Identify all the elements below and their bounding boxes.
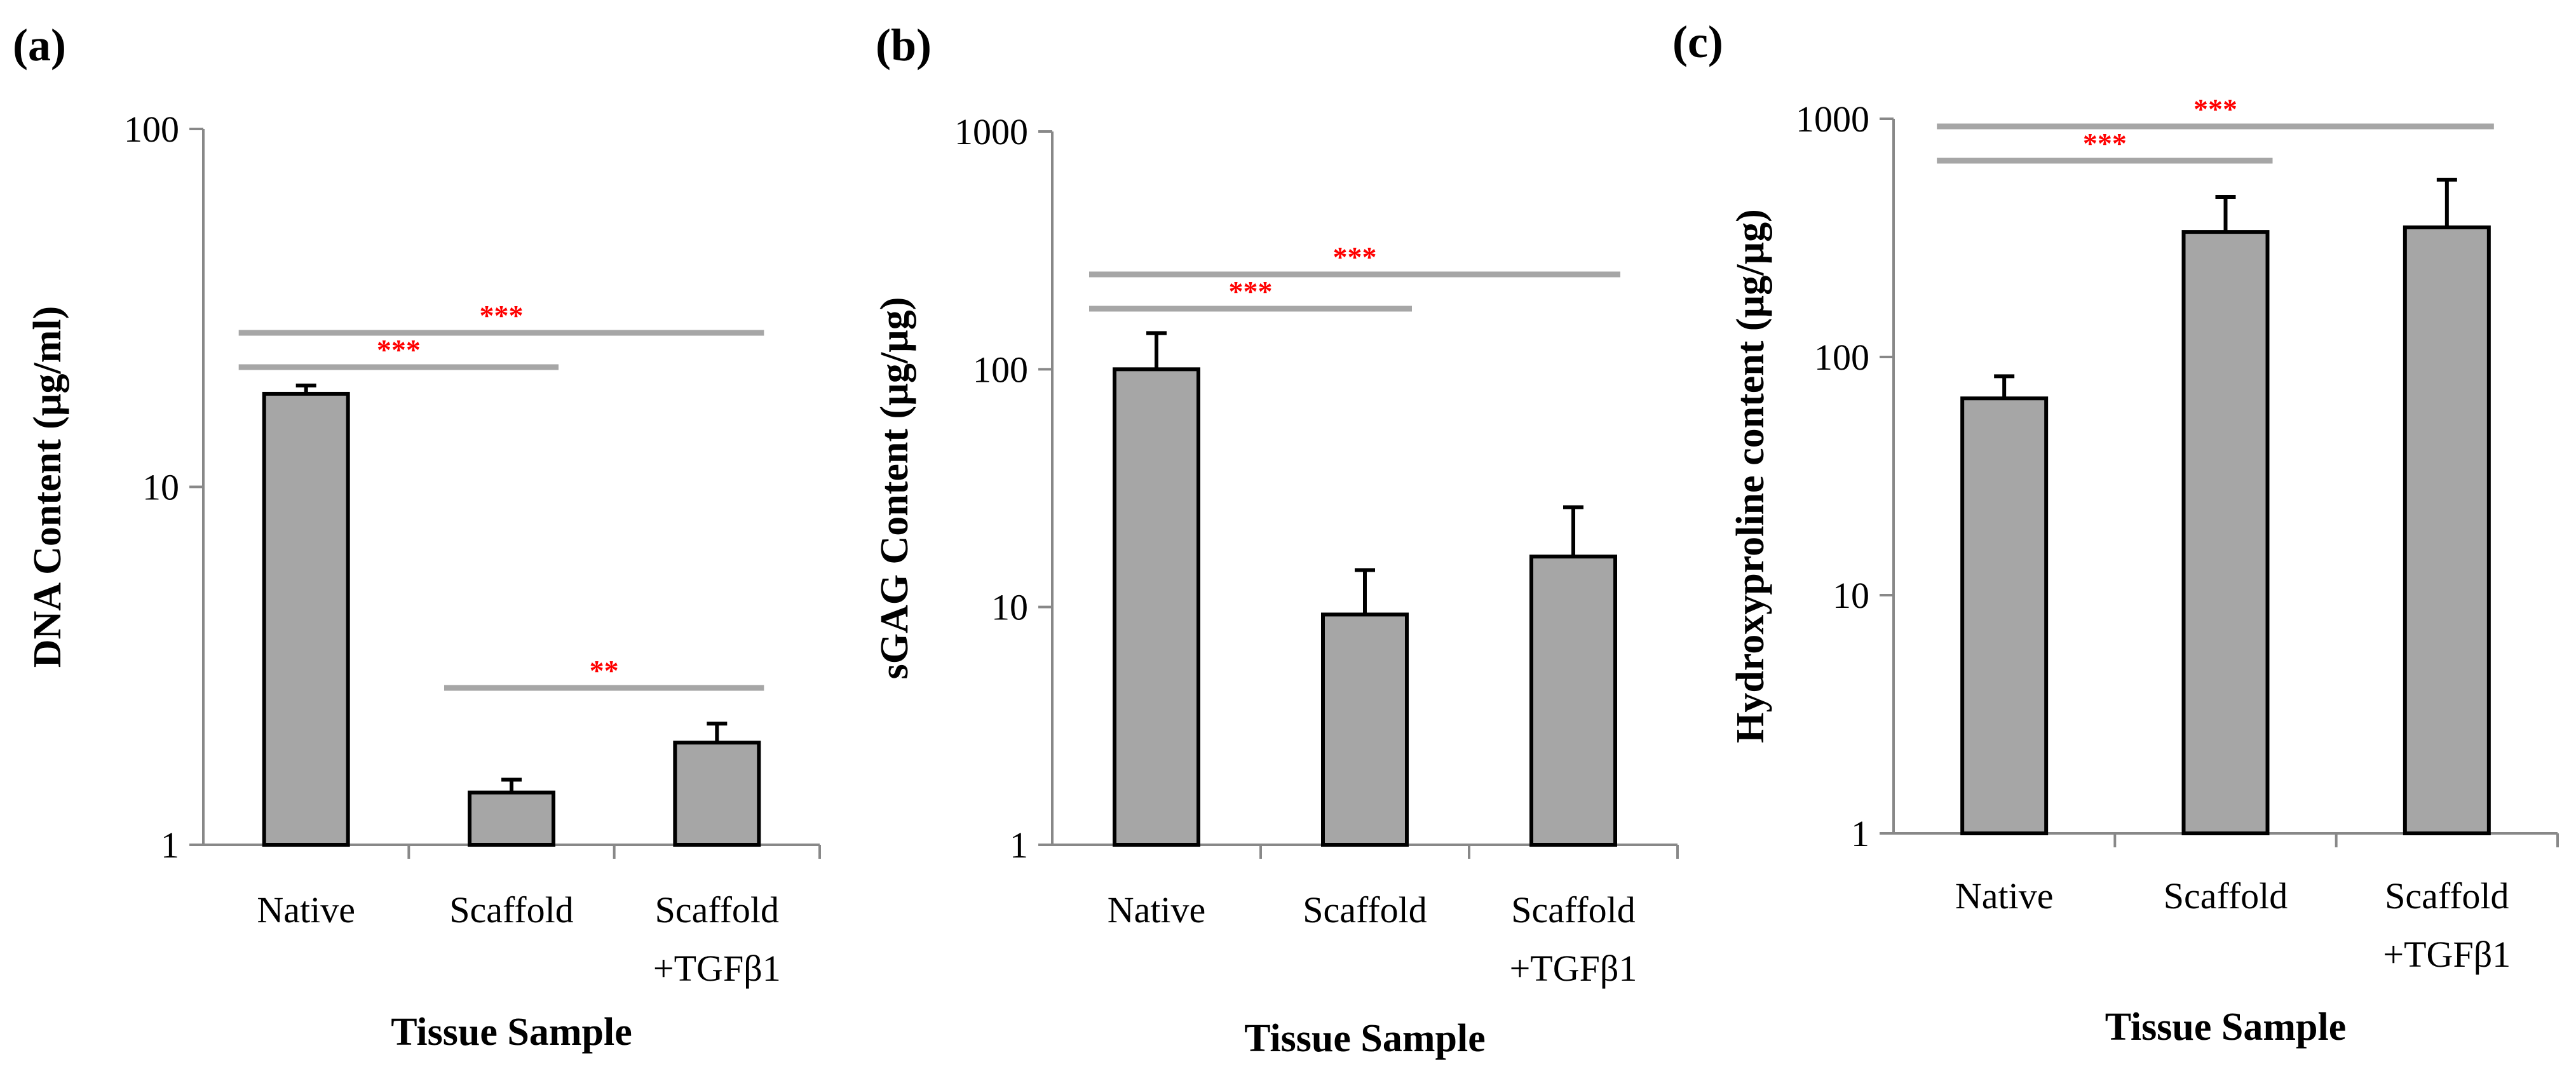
error-bar bbox=[1563, 505, 1583, 557]
significance-bracket: ** bbox=[444, 654, 764, 691]
error-bar bbox=[2436, 177, 2457, 227]
bar bbox=[2403, 225, 2491, 835]
y-axis-title: DNA Content (µg/ml) bbox=[26, 306, 69, 668]
significance-bracket: *** bbox=[238, 333, 559, 370]
x-axis-title: Tissue Sample bbox=[2105, 1005, 2347, 1049]
error-bar bbox=[2215, 194, 2236, 232]
significance-bracket: *** bbox=[1089, 275, 1412, 312]
category-label: Native bbox=[1955, 875, 2054, 917]
error-bar bbox=[707, 722, 728, 743]
category-label: Scaffold bbox=[1511, 889, 1635, 931]
error-bar bbox=[1994, 374, 2015, 399]
y-tick-label: 1 bbox=[161, 824, 179, 866]
significance-bracket: *** bbox=[238, 299, 764, 336]
y-axis-title: sGAG Content (µg/µg) bbox=[873, 297, 916, 680]
significance-label: *** bbox=[1333, 241, 1377, 273]
y-tick-label: 1 bbox=[1851, 813, 1869, 854]
error-bar bbox=[501, 777, 522, 793]
error-bar bbox=[295, 383, 316, 394]
significance-label: *** bbox=[480, 299, 524, 332]
bar bbox=[262, 391, 350, 847]
category-label: Native bbox=[257, 889, 355, 931]
significance-bracket: *** bbox=[1937, 93, 2494, 130]
error-bar bbox=[1355, 568, 1375, 615]
significance-bracket: *** bbox=[1937, 127, 2273, 164]
bar bbox=[1113, 367, 1200, 847]
significance-bracket: *** bbox=[1089, 241, 1620, 278]
category-label: +TGFβ1 bbox=[2383, 934, 2511, 975]
y-tick-label: 1000 bbox=[1796, 98, 1869, 140]
x-axis-title: Tissue Sample bbox=[1244, 1017, 1486, 1060]
bar bbox=[1529, 555, 1617, 847]
bar bbox=[2181, 230, 2270, 835]
category-label: Scaffold bbox=[1303, 889, 1427, 931]
panel-label: (b) bbox=[876, 20, 932, 71]
category-label: Native bbox=[1108, 889, 1206, 931]
panel-a: (a) 1 10 100 Native Scaffold Scaffold +TGFβ1 Tis… bbox=[13, 20, 821, 1054]
y-tick-label: 100 bbox=[973, 349, 1028, 390]
error-bar bbox=[1146, 331, 1167, 370]
y-tick-label: 1 bbox=[1010, 824, 1028, 866]
category-label: +TGFβ1 bbox=[653, 948, 781, 989]
category-label: Scaffold bbox=[2164, 875, 2288, 917]
significance-label: *** bbox=[377, 333, 421, 366]
y-tick-label: 100 bbox=[1814, 337, 1869, 378]
significance-label: *** bbox=[2193, 93, 2237, 125]
x-axis-title: Tissue Sample bbox=[391, 1011, 632, 1054]
panel-label: (a) bbox=[13, 20, 66, 71]
category-label: Scaffold bbox=[449, 889, 573, 931]
bar bbox=[1321, 612, 1409, 847]
panel-label: (c) bbox=[1672, 17, 1723, 67]
significance-label: ** bbox=[590, 654, 619, 687]
y-tick-label: 100 bbox=[124, 109, 179, 150]
category-label: Scaffold bbox=[2385, 875, 2509, 917]
significance-label: *** bbox=[1229, 275, 1273, 307]
significance-label: *** bbox=[2083, 127, 2127, 159]
y-tick-label: 10 bbox=[991, 587, 1028, 628]
bar bbox=[1960, 396, 2049, 835]
bar bbox=[468, 790, 555, 847]
y-axis-title: Hydroxyproline content (µg/µg) bbox=[1729, 209, 1772, 743]
panel-c: (c) 1 10 100 1000 Native Scaffold Scaffold +TGFβ… bbox=[1672, 17, 2559, 1049]
y-tick-label: 10 bbox=[142, 467, 179, 508]
category-label: Scaffold bbox=[655, 889, 779, 931]
panel-b: (b) 1 10 100 1000 Native Scaffold Scaffold +TGFβ… bbox=[873, 20, 1679, 1060]
bar bbox=[673, 741, 761, 847]
y-tick-label: 1000 bbox=[954, 111, 1028, 152]
category-label: +TGFβ1 bbox=[1510, 948, 1637, 989]
y-tick-label: 10 bbox=[1833, 575, 1869, 616]
